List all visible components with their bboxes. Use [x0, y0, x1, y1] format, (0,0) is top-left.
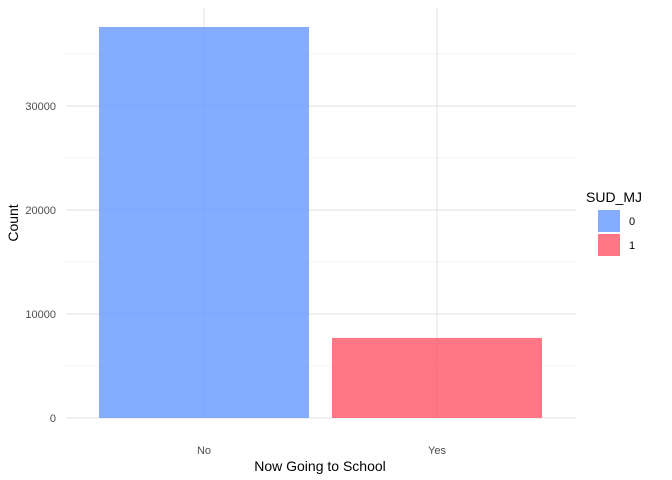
legend-items: 01 [598, 210, 635, 256]
legend: SUD_MJ 01 [586, 189, 642, 256]
bar-yes-sud-1 [332, 337, 542, 418]
legend-swatch-1 [598, 234, 620, 256]
legend-title: SUD_MJ [586, 189, 642, 205]
legend-label-0: 0 [629, 216, 635, 228]
x-axis-title: Now Going to School [254, 458, 386, 474]
y-tick-label: 20000 [25, 205, 56, 217]
bars [99, 27, 542, 418]
y-axis-title: Count [5, 204, 21, 241]
y-axis-ticks: 0 10000 20000 30000 [25, 101, 56, 425]
y-tick-label: 30000 [25, 101, 56, 113]
x-tick-label-yes: Yes [428, 445, 446, 457]
y-tick-label: 10000 [25, 309, 56, 321]
y-tick-label: 0 [50, 413, 56, 425]
x-tick-label-no: No [197, 445, 211, 457]
legend-label-1: 1 [629, 240, 635, 252]
legend-swatch-0 [598, 210, 620, 232]
bar-no-sud-0 [99, 27, 309, 418]
x-axis-ticks: No Yes [197, 445, 446, 457]
